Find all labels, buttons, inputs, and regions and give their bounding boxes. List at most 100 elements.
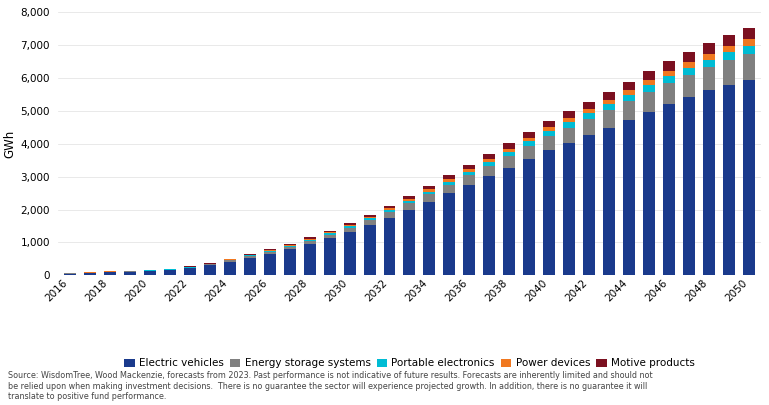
Bar [544, 150, 555, 275]
Bar [684, 62, 695, 68]
Bar [744, 80, 755, 275]
Bar [524, 138, 535, 141]
Bar [404, 196, 415, 199]
Bar [684, 68, 695, 75]
Bar [584, 102, 595, 109]
Bar [624, 101, 635, 120]
Bar [344, 232, 355, 275]
Bar [444, 185, 455, 193]
Legend: Electric vehicles, Energy storage systems, Portable electronics, Power devices, : Electric vehicles, Energy storage system… [120, 354, 699, 373]
Bar [304, 241, 315, 244]
Bar [744, 28, 755, 40]
Bar [304, 237, 315, 239]
Bar [584, 135, 595, 275]
Bar [124, 271, 135, 272]
Bar [624, 95, 635, 101]
Bar [564, 118, 575, 122]
Y-axis label: GWh: GWh [3, 130, 16, 158]
Bar [644, 111, 655, 275]
Bar [364, 217, 375, 218]
Bar [324, 230, 335, 232]
Bar [184, 269, 195, 275]
Bar [364, 220, 375, 225]
Text: Source: WisdomTree, Wood Mackenzie, forecasts from 2023. Past performance is not: Source: WisdomTree, Wood Mackenzie, fore… [8, 371, 652, 401]
Bar [664, 104, 675, 275]
Bar [424, 186, 435, 190]
Bar [464, 185, 475, 275]
Bar [124, 272, 135, 275]
Bar [344, 226, 355, 228]
Bar [264, 249, 275, 250]
Bar [84, 273, 95, 275]
Bar [384, 208, 395, 210]
Bar [344, 223, 355, 225]
Bar [744, 40, 755, 46]
Bar [224, 260, 235, 262]
Bar [644, 71, 655, 80]
Bar [544, 131, 555, 136]
Bar [364, 218, 375, 220]
Bar [64, 274, 75, 275]
Bar [324, 232, 335, 233]
Bar [324, 235, 335, 238]
Bar [444, 193, 455, 275]
Bar [624, 82, 635, 90]
Bar [704, 43, 715, 54]
Bar [664, 83, 675, 104]
Bar [604, 104, 615, 110]
Bar [684, 52, 695, 62]
Bar [484, 154, 495, 159]
Bar [384, 218, 395, 275]
Bar [504, 143, 515, 149]
Bar [104, 272, 115, 275]
Bar [264, 252, 275, 254]
Bar [724, 46, 735, 52]
Bar [404, 203, 415, 210]
Bar [564, 143, 575, 275]
Bar [704, 67, 715, 90]
Bar [484, 166, 495, 176]
Bar [644, 92, 655, 111]
Bar [184, 266, 195, 267]
Bar [264, 254, 275, 275]
Bar [404, 199, 415, 201]
Bar [244, 256, 255, 258]
Bar [744, 54, 755, 80]
Bar [704, 90, 715, 275]
Bar [284, 246, 295, 247]
Bar [524, 159, 535, 275]
Bar [484, 159, 495, 162]
Bar [744, 46, 755, 54]
Bar [624, 120, 635, 275]
Bar [304, 239, 315, 240]
Bar [404, 201, 415, 203]
Bar [424, 192, 435, 194]
Bar [324, 238, 335, 275]
Bar [464, 169, 475, 172]
Bar [464, 165, 475, 169]
Bar [564, 111, 575, 118]
Bar [244, 254, 255, 255]
Bar [524, 132, 535, 138]
Bar [684, 97, 695, 275]
Bar [284, 247, 295, 249]
Bar [444, 175, 455, 179]
Bar [384, 210, 395, 212]
Bar [464, 172, 475, 175]
Bar [524, 141, 535, 146]
Bar [724, 52, 735, 60]
Bar [604, 100, 615, 104]
Bar [484, 162, 495, 166]
Bar [704, 54, 715, 60]
Bar [504, 168, 515, 275]
Bar [464, 175, 475, 185]
Bar [424, 190, 435, 192]
Bar [344, 228, 355, 232]
Bar [224, 259, 235, 260]
Bar [644, 80, 655, 85]
Bar [544, 121, 555, 127]
Bar [524, 146, 535, 159]
Bar [504, 152, 515, 156]
Bar [664, 76, 675, 83]
Bar [644, 85, 655, 92]
